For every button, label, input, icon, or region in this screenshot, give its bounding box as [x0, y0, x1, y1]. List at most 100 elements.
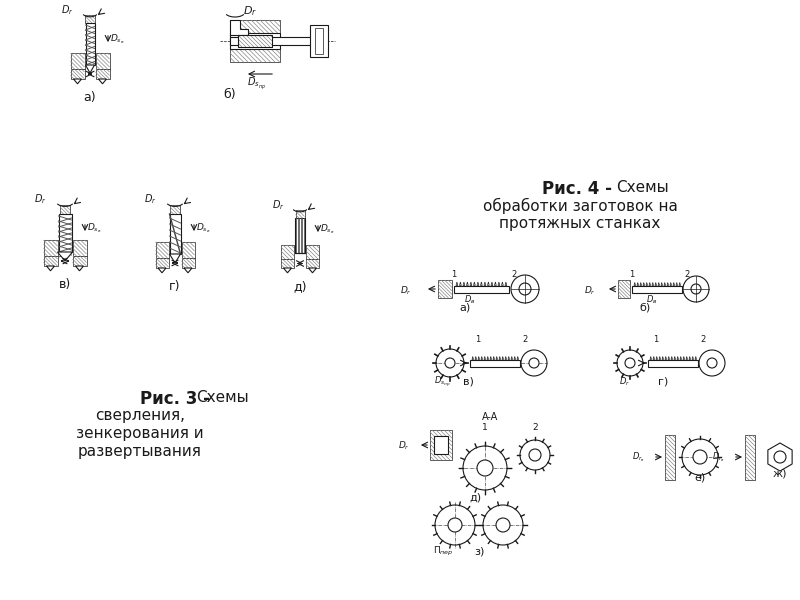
Text: Схемы: Схемы: [616, 180, 669, 195]
Polygon shape: [502, 356, 503, 359]
Bar: [745, 435, 755, 480]
Text: развертывания: развертывания: [78, 444, 202, 459]
Circle shape: [699, 350, 725, 376]
Polygon shape: [475, 356, 477, 359]
Bar: [95, 69, 110, 79]
Text: в): в): [59, 278, 71, 291]
Bar: [438, 280, 452, 298]
Polygon shape: [679, 283, 681, 286]
Polygon shape: [643, 283, 645, 286]
Text: б): б): [639, 302, 650, 312]
Bar: [85, 15, 95, 23]
Polygon shape: [653, 356, 654, 359]
Polygon shape: [230, 20, 248, 35]
Polygon shape: [58, 252, 73, 261]
Bar: [73, 256, 86, 266]
Polygon shape: [665, 356, 666, 359]
Bar: [281, 245, 294, 259]
Polygon shape: [768, 443, 792, 471]
Text: 1: 1: [653, 335, 658, 344]
Bar: [430, 430, 452, 460]
Bar: [95, 69, 110, 79]
Text: зенкерования и: зенкерования и: [76, 426, 204, 441]
Bar: [454, 286, 509, 292]
Text: $D_r$: $D_r$: [34, 192, 47, 206]
Circle shape: [707, 358, 717, 368]
Circle shape: [682, 439, 718, 475]
Text: 2: 2: [700, 335, 706, 344]
Bar: [85, 15, 95, 23]
Circle shape: [436, 349, 464, 377]
Text: 2: 2: [684, 270, 690, 279]
Bar: [43, 240, 58, 256]
Text: $D_{s_в}$: $D_{s_в}$: [87, 221, 102, 235]
Bar: [70, 69, 85, 79]
Text: протяжных станках: протяжных станках: [499, 216, 661, 231]
Bar: [306, 259, 319, 268]
Polygon shape: [74, 79, 82, 84]
Circle shape: [529, 358, 539, 368]
Bar: [70, 69, 85, 79]
Bar: [182, 242, 194, 258]
Bar: [238, 35, 272, 47]
Polygon shape: [46, 266, 54, 271]
Bar: [70, 53, 85, 69]
Bar: [745, 435, 755, 480]
Polygon shape: [459, 282, 462, 286]
Text: $D_{s_в}$: $D_{s_в}$: [110, 32, 125, 46]
Polygon shape: [496, 356, 498, 359]
Polygon shape: [658, 283, 659, 286]
Text: 2: 2: [522, 335, 527, 344]
Circle shape: [683, 276, 709, 302]
Bar: [73, 256, 86, 266]
Polygon shape: [655, 283, 657, 286]
Polygon shape: [463, 282, 465, 286]
Polygon shape: [502, 282, 503, 286]
Text: $D_{s_в}$: $D_{s_в}$: [320, 222, 334, 236]
Text: 2: 2: [532, 423, 538, 432]
Bar: [306, 245, 319, 259]
Text: з): з): [474, 547, 484, 557]
Bar: [182, 258, 194, 268]
Bar: [470, 359, 520, 367]
Bar: [155, 258, 169, 268]
Circle shape: [448, 518, 462, 532]
Polygon shape: [689, 356, 690, 359]
Polygon shape: [158, 268, 166, 273]
Bar: [230, 37, 325, 45]
Polygon shape: [686, 356, 687, 359]
Bar: [618, 280, 630, 298]
Text: $D_r$: $D_r$: [272, 198, 285, 212]
Polygon shape: [184, 268, 192, 273]
Text: $D_в$: $D_в$: [646, 293, 658, 305]
Polygon shape: [484, 282, 486, 286]
Text: г): г): [170, 280, 181, 293]
Polygon shape: [472, 356, 474, 359]
Circle shape: [691, 284, 701, 294]
Polygon shape: [695, 356, 697, 359]
Polygon shape: [661, 283, 662, 286]
Text: A-A: A-A: [482, 412, 498, 422]
Polygon shape: [499, 356, 501, 359]
Polygon shape: [652, 283, 654, 286]
Bar: [281, 259, 294, 268]
Bar: [182, 242, 194, 258]
Bar: [306, 245, 319, 259]
Bar: [438, 280, 452, 298]
Circle shape: [511, 275, 539, 303]
Polygon shape: [283, 268, 291, 273]
Circle shape: [496, 518, 510, 532]
Text: в): в): [462, 377, 474, 387]
Bar: [155, 242, 169, 258]
Bar: [665, 435, 675, 480]
Text: $D_{r}$: $D_{r}$: [619, 376, 630, 389]
Polygon shape: [75, 266, 83, 271]
Text: сверления,: сверления,: [95, 408, 185, 423]
Text: $D_r$: $D_r$: [62, 3, 74, 17]
Circle shape: [483, 505, 523, 545]
Text: $\Pi_{пер}$: $\Pi_{пер}$: [433, 544, 454, 557]
Polygon shape: [477, 282, 478, 286]
Bar: [230, 20, 280, 62]
Bar: [665, 435, 675, 480]
Polygon shape: [466, 282, 468, 286]
